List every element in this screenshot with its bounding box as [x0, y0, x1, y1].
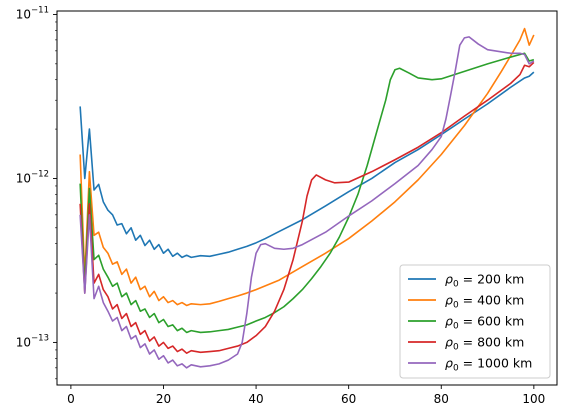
plot-frame	[56, 10, 558, 386]
series-line-1	[79, 27, 535, 307]
x-tick-label: 20	[156, 392, 171, 406]
legend-text-rest: = 200 km	[459, 272, 525, 287]
series-line-4	[79, 36, 535, 369]
legend-label-3: ρ0 = 800 km	[445, 335, 524, 353]
legend-text-rest: = 600 km	[459, 314, 525, 329]
legend-rho: ρ	[445, 293, 453, 308]
legend-rho: ρ	[445, 356, 453, 371]
legend-subscript: 0	[453, 280, 459, 290]
legend-text-rest: = 800 km	[459, 335, 525, 350]
y-tick-label: 10−12	[16, 169, 49, 185]
series-line-0	[79, 71, 535, 259]
x-tick-label: 80	[434, 392, 449, 406]
x-axis: 0 20 40 60 80 100	[67, 385, 545, 406]
legend-rho: ρ	[445, 272, 453, 287]
x-tick-label: 100	[522, 392, 545, 406]
x-tick-label: 60	[341, 392, 356, 406]
y-tick-label: 10−13	[16, 333, 49, 349]
y-tick-base: 10	[16, 335, 31, 349]
y-tick-exponent: −12	[31, 169, 49, 179]
legend-label-1: ρ0 = 400 km	[445, 293, 524, 311]
legend-rho: ρ	[445, 335, 453, 350]
x-tick-label: 0	[67, 392, 75, 406]
x-tick-label: 40	[248, 392, 263, 406]
legend-label-0: ρ0 = 200 km	[445, 272, 524, 290]
y-tick-exponent: −11	[31, 5, 49, 15]
series-line-3	[79, 61, 535, 354]
legend-box	[399, 264, 551, 379]
legend-rho: ρ	[445, 314, 453, 329]
y-tick-base: 10	[16, 171, 31, 185]
legend-subscript: 0	[453, 364, 459, 374]
y-tick-base: 10	[16, 7, 31, 21]
legend-subscript: 0	[453, 301, 459, 311]
legend-label-2: ρ0 = 600 km	[445, 314, 524, 332]
series-line-2	[79, 52, 535, 334]
y-tick-label: 10−11	[16, 5, 49, 21]
legend-label-4: ρ0 = 1000 km	[445, 356, 532, 374]
y-tick-exponent: −13	[31, 333, 49, 343]
series-layer	[79, 27, 535, 369]
legend-subscript: 0	[453, 322, 459, 332]
legend-subscript: 0	[453, 343, 459, 353]
legend-text-rest: = 400 km	[459, 293, 525, 308]
legend-text-rest: = 1000 km	[459, 356, 533, 371]
